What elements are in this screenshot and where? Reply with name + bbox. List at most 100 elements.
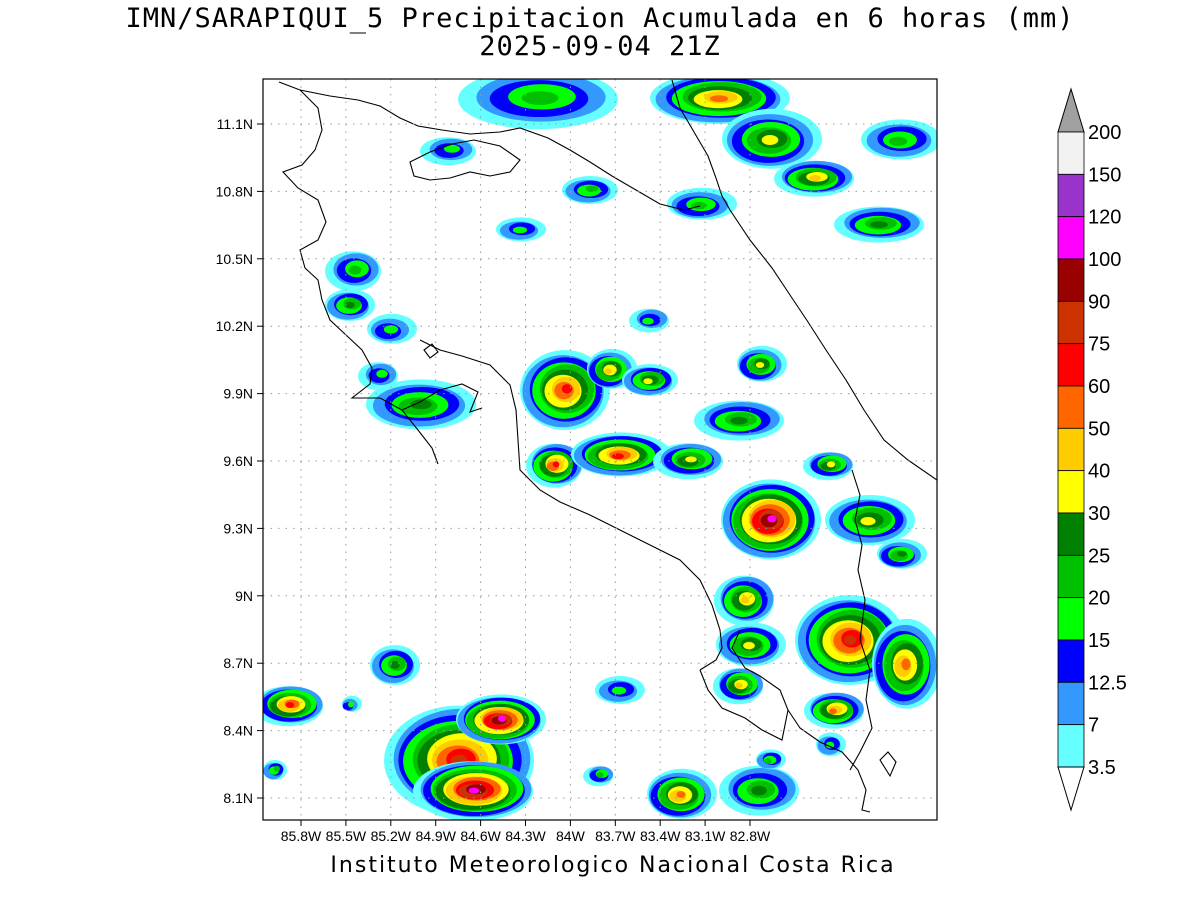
- rain-cell: [583, 766, 614, 787]
- latitude-axis: 11.1N 10.8N 10.5N 10.2N 9.9N 9.6N 9.3N 9N 8.7N 8.…: [216, 116, 263, 806]
- rain-cell: [825, 495, 915, 545]
- colorbar-box: [1057, 258, 1085, 302]
- rain-contour: [643, 378, 653, 385]
- rain-contour: [685, 456, 697, 463]
- colorbar-box: [1057, 343, 1085, 387]
- rain-contour: [468, 787, 480, 794]
- lat-tick-label: 9.6N: [223, 453, 253, 469]
- map-subtitle-date: 2025-09-04 21Z: [479, 31, 721, 62]
- lat-tick-label: 11.1N: [217, 116, 253, 132]
- rain-cell: [719, 765, 799, 816]
- rain-cell: [816, 732, 846, 757]
- rain-cell: [804, 692, 864, 729]
- colorbar-box: [1057, 470, 1085, 514]
- colorbar-box: [1057, 173, 1085, 218]
- colorbar-label: 40: [1088, 461, 1110, 483]
- rain-cell: [456, 694, 546, 745]
- rain-contour: [285, 702, 295, 708]
- lat-tick-label: 10.5N: [216, 251, 253, 267]
- rain-contour: [348, 701, 354, 708]
- rain-contour: [676, 791, 686, 798]
- lat-tick-label: 10.2N: [216, 318, 253, 334]
- rain-cell: [622, 364, 678, 396]
- colorbar-box: [1057, 639, 1085, 683]
- rain-cell: [367, 313, 417, 344]
- rain-cell: [458, 79, 618, 130]
- rain-contour: [740, 596, 750, 604]
- colorbar-box: [1057, 512, 1085, 556]
- colorbar-label: 30: [1088, 503, 1110, 525]
- rain-cell: [872, 618, 937, 709]
- rain-contour: [743, 641, 755, 650]
- rain-cell: [325, 251, 381, 292]
- rain-contour: [826, 461, 836, 468]
- colorbar-label: 25: [1088, 545, 1110, 567]
- rain-cell: [420, 137, 476, 166]
- rain-cell: [520, 350, 610, 430]
- rain-contour: [552, 461, 560, 468]
- rain-contour: [709, 95, 729, 102]
- lat-tick-label: 9.9N: [223, 386, 253, 402]
- rain-cell: [737, 345, 787, 382]
- rain-cell: [629, 308, 669, 333]
- rain-contour: [767, 515, 777, 523]
- colorbar-label: 60: [1088, 376, 1110, 398]
- rain-cell: [571, 432, 671, 477]
- rain-contour: [345, 301, 355, 309]
- rain-contour: [844, 635, 856, 645]
- lon-tick-label: 83.1W: [685, 828, 726, 844]
- panama-coast-south: [879, 751, 897, 778]
- rain-cell: [413, 761, 533, 820]
- rain-contour: [755, 362, 765, 368]
- rain-contour: [348, 265, 362, 275]
- rain-contour: [901, 658, 911, 671]
- rain-contour: [825, 741, 835, 749]
- nicoya-peninsula-inner: [401, 383, 483, 413]
- lon-tick-label: 84.3W: [505, 828, 546, 844]
- rain-contour: [870, 221, 888, 229]
- osa-peninsula: [699, 629, 789, 741]
- colorbar-label: 7: [1088, 715, 1099, 737]
- caribbean-coast: [671, 79, 937, 481]
- rain-cell: [667, 187, 737, 220]
- rain-contour: [764, 758, 772, 765]
- colorbar-label: 3.5: [1088, 757, 1116, 779]
- rain-cell: [358, 362, 398, 391]
- nicaragua-border: [278, 81, 701, 211]
- colorbar-label: 100: [1088, 249, 1121, 271]
- colorbar-box: [1057, 681, 1085, 726]
- institution-footer: Instituto Meteorologico Nacional Costa R…: [330, 853, 896, 878]
- colorbar-box: [1057, 131, 1085, 175]
- longitude-axis: 85.8W 85.5W 85.2W 84.9W 84.6W 84.3W 84W 83.7W 83…: [281, 820, 771, 844]
- lat-tick-label: 9N: [235, 588, 253, 604]
- lon-tick-label: 84.9W: [415, 828, 456, 844]
- colorbar-label: 12.5: [1088, 672, 1127, 694]
- rain-cell: [877, 538, 927, 569]
- rain-contour: [751, 785, 767, 796]
- colorbar-label: 75: [1088, 334, 1110, 356]
- rain-contour: [410, 399, 432, 410]
- colorbar-label: 15: [1088, 630, 1110, 652]
- rain-contour: [761, 135, 779, 145]
- lon-tick-label: 83.7W: [595, 828, 636, 844]
- rain-cell: [647, 768, 717, 819]
- rain-contour: [897, 550, 907, 557]
- rain-cell: [774, 160, 854, 197]
- rain-cell: [803, 452, 853, 481]
- rain-contour: [383, 325, 399, 334]
- rain-cell: [756, 749, 786, 770]
- rain-cell: [595, 676, 645, 704]
- rain-contour: [521, 91, 559, 105]
- rain-cell: [694, 400, 784, 441]
- panama-border: [849, 469, 873, 771]
- lon-tick-label: 85.5W: [326, 828, 367, 844]
- rain-cell: [834, 206, 924, 243]
- rain-cell: [325, 289, 375, 321]
- colorbar-box: [1057, 597, 1085, 641]
- rain-cell: [721, 479, 821, 560]
- rain-cell: [562, 176, 618, 204]
- rain-cell: [263, 760, 287, 780]
- colorbar-box: [1057, 724, 1085, 768]
- lon-tick-label: 83.4W: [640, 828, 681, 844]
